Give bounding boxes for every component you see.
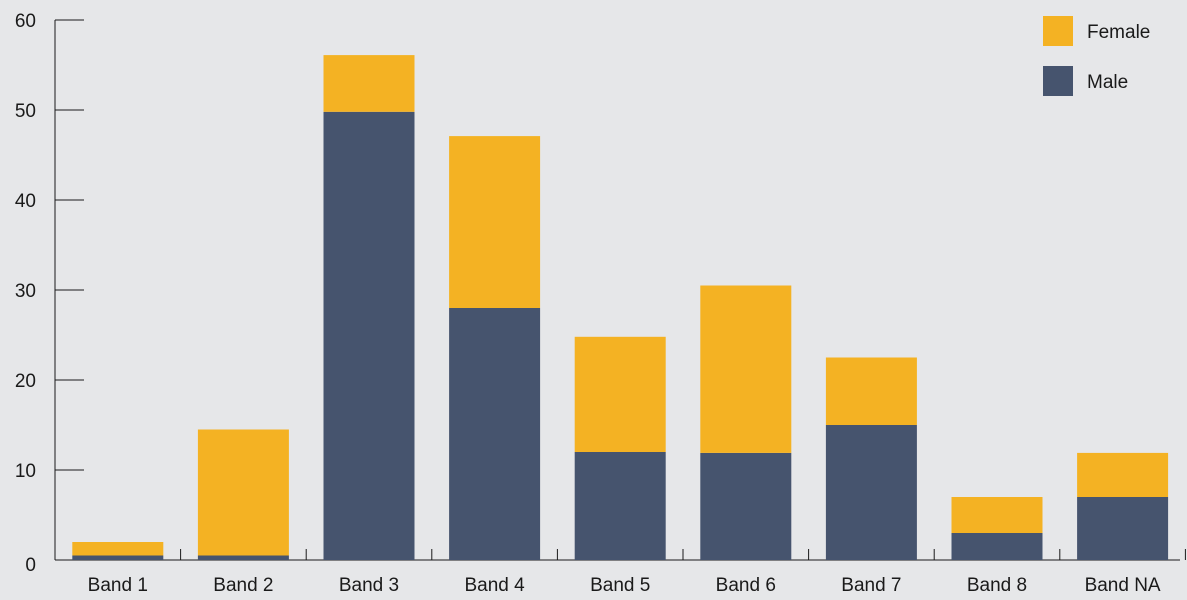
bar-female-band-3 xyxy=(323,55,415,112)
y-tick-label: 10 xyxy=(15,461,36,482)
bar-female-band-1 xyxy=(72,542,164,556)
bar-female-band-na xyxy=(1077,452,1169,497)
bar-male-band-7 xyxy=(825,425,917,560)
x-tick-label: Band 1 xyxy=(88,575,148,596)
y-tick-label: 60 xyxy=(15,11,36,32)
legend-swatch-male xyxy=(1043,66,1073,96)
bar-female-band-5 xyxy=(574,336,666,452)
bar-male-band-2 xyxy=(197,555,289,560)
legend-label-male: Male xyxy=(1087,72,1128,93)
legend-swatch-female xyxy=(1043,16,1073,46)
bar-male-band-4 xyxy=(449,308,541,560)
x-axis: Band 1 Band 2 Band 3 Band 4 Band 5 Band 6 Band… xyxy=(54,549,1186,596)
bar-male-band-3 xyxy=(323,111,415,561)
bar-male-band-5 xyxy=(574,452,666,560)
y-tick-label: 0 xyxy=(25,555,36,576)
bar-female-band-7 xyxy=(825,357,917,425)
bars xyxy=(72,55,1169,561)
bar-male-band-1 xyxy=(72,555,164,560)
legend-label-female: Female xyxy=(1087,22,1150,43)
bar-female-band-8 xyxy=(951,497,1043,533)
x-tick-label: Band 5 xyxy=(590,575,650,596)
x-tick-label: Band 4 xyxy=(464,575,525,596)
x-tick-label: Band 7 xyxy=(841,575,901,596)
x-tick-label: Band NA xyxy=(1085,575,1161,596)
bar-male-band-6 xyxy=(700,452,792,560)
y-tick-label: 50 xyxy=(15,101,36,122)
y-tick-label: 40 xyxy=(15,191,36,212)
bar-male-band-na xyxy=(1077,497,1169,560)
y-tick-label: 30 xyxy=(15,281,36,302)
bar-female-band-2 xyxy=(197,429,289,556)
x-tick-label: Band 8 xyxy=(967,575,1027,596)
y-axis: 0 10 20 30 40 50 60 xyxy=(15,11,84,576)
x-tick-label: Band 6 xyxy=(716,575,776,596)
legend: Female Male xyxy=(1043,16,1150,96)
x-tick-label: Band 3 xyxy=(339,575,399,596)
x-tick-label: Band 2 xyxy=(213,575,273,596)
bar-female-band-6 xyxy=(700,285,792,453)
bar-male-band-8 xyxy=(951,533,1043,560)
bar-female-band-4 xyxy=(449,136,541,308)
y-tick-label: 20 xyxy=(15,371,36,392)
